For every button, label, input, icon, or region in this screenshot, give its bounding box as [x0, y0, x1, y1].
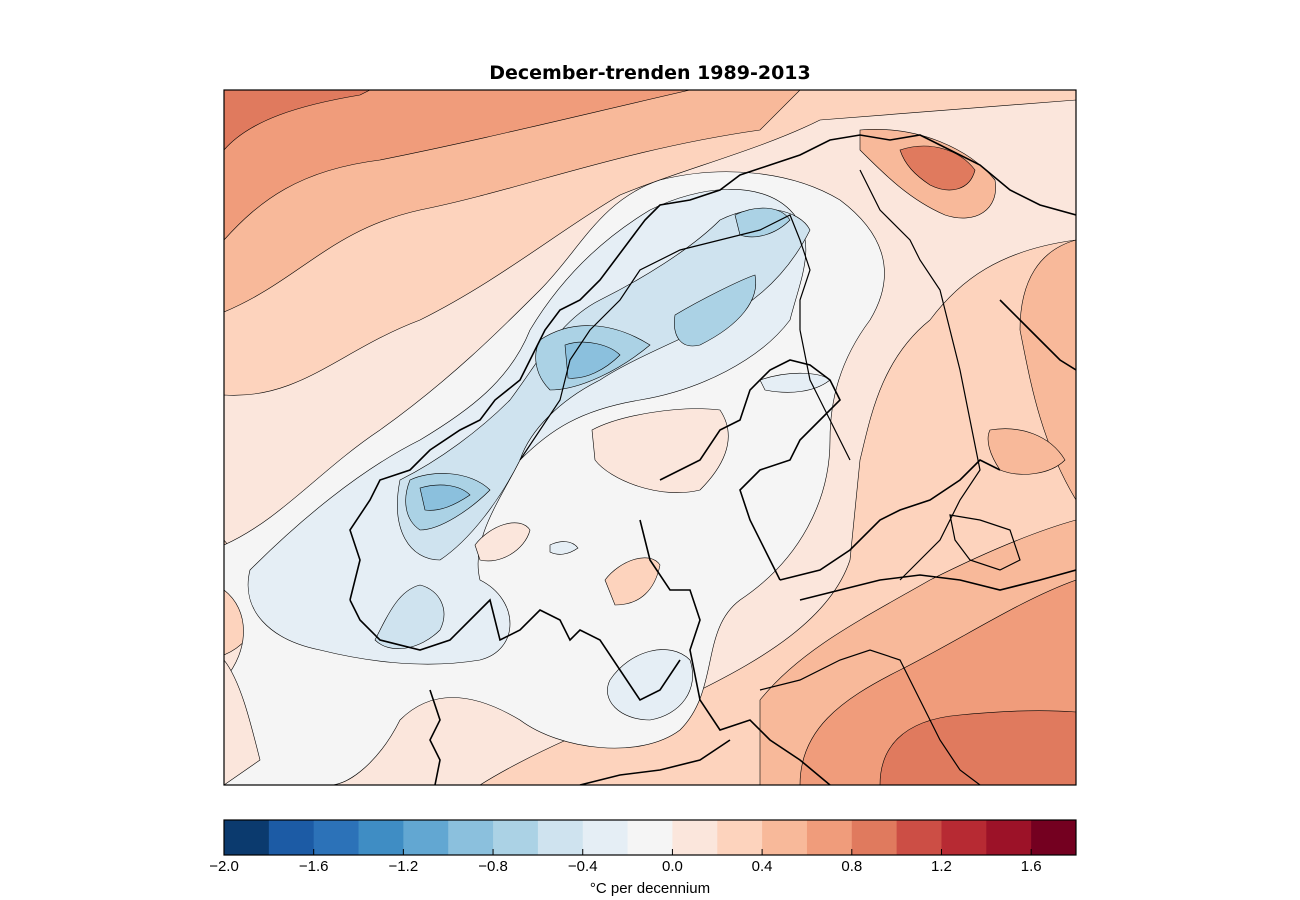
- gulf-of-finland: [799, 569, 1076, 601]
- contour-band-neg0.4-south: [374, 584, 445, 649]
- colorbar-swatch: [403, 820, 449, 855]
- colorbar-frame: [223, 819, 1077, 856]
- baltic-states-borders: [759, 649, 981, 785]
- baltic-south-coastline: [579, 739, 731, 785]
- colorbar-swatch: [762, 820, 808, 855]
- finland-russia-border: [859, 169, 981, 581]
- contour-band-0.8-nw: [224, 90, 371, 151]
- denmark-coastline: [429, 689, 441, 785]
- contour-band-neg0.8-b: [564, 341, 621, 379]
- sweden-east-coastline: [639, 519, 831, 785]
- colorbar-swatch: [627, 820, 673, 855]
- colorbar-swatch: [582, 820, 629, 855]
- colorbar-swatch: [224, 820, 270, 855]
- contour-band-neg0.2-baltic: [607, 649, 693, 721]
- colorbar-swatch: [268, 820, 315, 855]
- colorbar-swatch: [851, 820, 898, 855]
- colorbar-swatch: [537, 820, 584, 855]
- colorbar-swatch: [313, 820, 360, 855]
- lake-ladoga: [949, 514, 1021, 571]
- colorbar-swatch: [493, 820, 539, 855]
- contour-field: [224, 90, 1076, 785]
- finland-coastline: [779, 459, 1001, 581]
- contour-band-0.8-ne: [899, 145, 976, 191]
- colorbar-swatch: [358, 820, 404, 855]
- contour-band-0.4-finland: [987, 428, 1066, 475]
- contour-island-e: [549, 541, 579, 555]
- south-norway-coastline: [349, 598, 681, 702]
- colorbar-swatch: [717, 820, 763, 855]
- map-title: December-trenden 1989-2013: [489, 62, 811, 84]
- contour-island-a: [474, 522, 531, 562]
- contour-island-b: [591, 408, 729, 493]
- colorbar-swatch: [986, 820, 1032, 855]
- coastlines: [349, 134, 1076, 785]
- contour-band-neg0.6-d: [734, 207, 791, 238]
- colorbar-swatch: [672, 820, 718, 855]
- colorbar-swatch: [896, 820, 942, 855]
- contour-island-c: [604, 557, 661, 606]
- contour-band-neg0.6-c: [674, 274, 757, 347]
- contour-band-0.6-nw: [224, 90, 691, 241]
- colorbar-swatch: [448, 820, 494, 855]
- white-sea-coastline: [999, 299, 1076, 371]
- contour-band-sw: [224, 659, 261, 785]
- norway-sweden-border: [519, 214, 811, 461]
- map-frame: [223, 89, 1077, 786]
- gulf-of-bothnia: [659, 359, 841, 581]
- colorbar-swatch: [806, 820, 853, 855]
- borders: [519, 169, 1021, 785]
- contour-band-0.8-se: [879, 710, 1076, 785]
- sweden-finland-border: [799, 329, 851, 461]
- colorbar-swatch: [941, 820, 987, 855]
- colorbar-swatch: [1031, 820, 1077, 855]
- colorbar: [223, 819, 1077, 856]
- norway-coastline: [349, 134, 1076, 601]
- contour-band-neg0.8-a: [419, 484, 471, 511]
- colorbar-label: °C per decennium: [589, 880, 711, 897]
